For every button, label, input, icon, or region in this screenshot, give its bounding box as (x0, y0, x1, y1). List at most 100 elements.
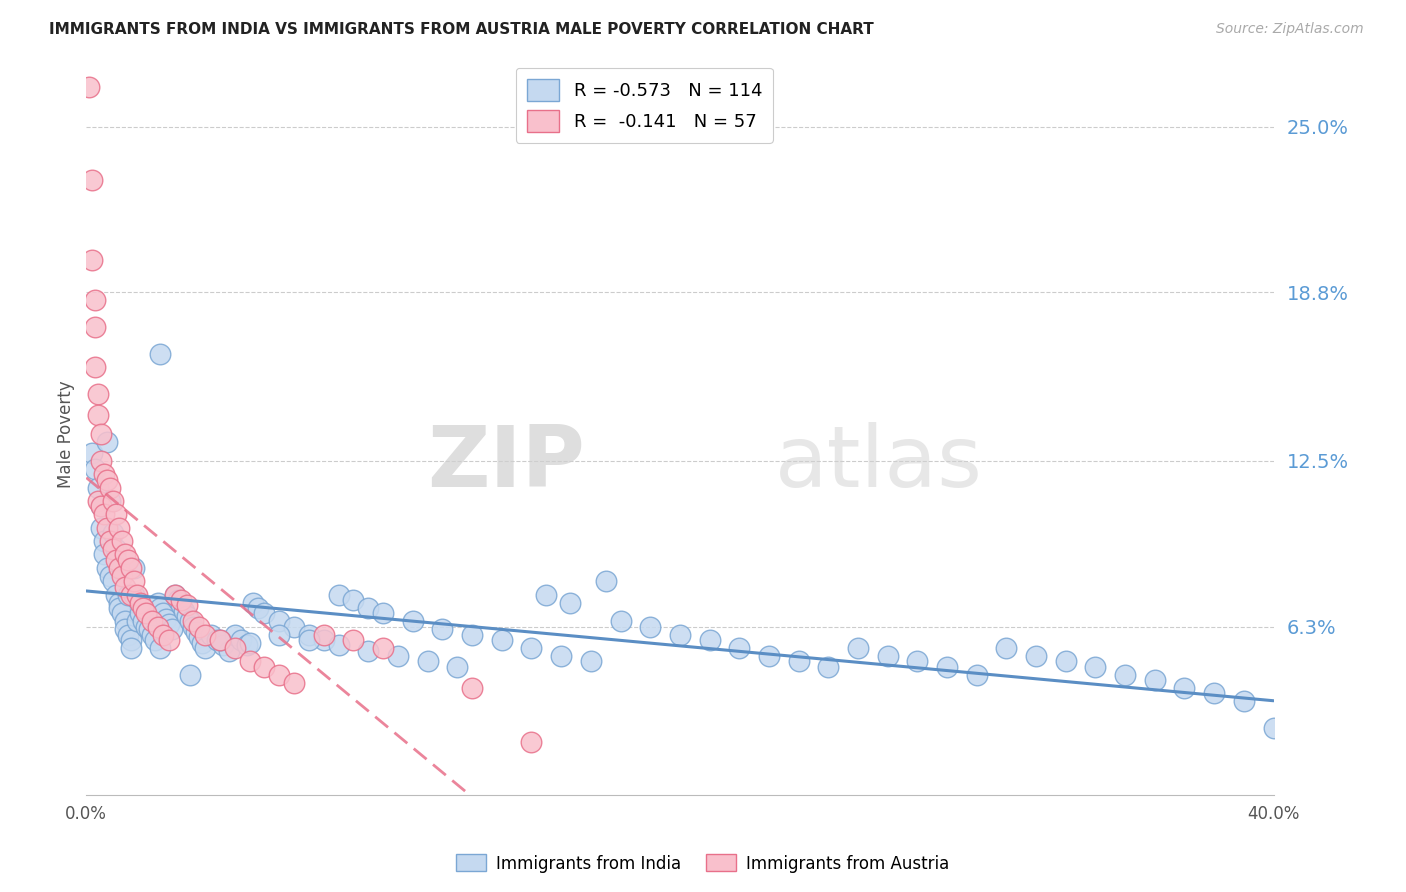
Point (108, 561, 131, 575)
Point (638, 620, 661, 634)
Point (699, 632, 721, 647)
Point (165, 588, 187, 602)
Point (283, 675, 305, 690)
Point (242, 596, 264, 610)
Point (77, 79, 100, 94)
Point (536, 588, 558, 602)
Point (188, 620, 211, 634)
Point (93, 548, 115, 562)
Point (98, 569, 121, 583)
Point (128, 596, 150, 610)
Point (93, 508, 115, 522)
Legend: Immigrants from India, Immigrants from Austria: Immigrants from India, Immigrants from A… (450, 847, 956, 880)
Point (96, 473, 118, 487)
Point (98, 534, 121, 549)
Point (114, 580, 136, 594)
Point (101, 542, 124, 557)
Point (135, 620, 157, 634)
Point (1084, 659, 1107, 673)
Point (550, 648, 572, 663)
Point (87, 494, 110, 508)
Point (141, 615, 163, 629)
Point (170, 593, 193, 607)
Point (104, 508, 127, 522)
Point (117, 627, 139, 641)
Point (90, 454, 112, 468)
Point (162, 623, 184, 637)
Point (1114, 667, 1136, 681)
Point (1054, 654, 1077, 668)
Point (1233, 694, 1256, 708)
Point (238, 654, 260, 668)
Point (143, 632, 166, 647)
Point (111, 561, 134, 575)
Point (229, 632, 252, 647)
Point (298, 627, 321, 641)
Point (173, 604, 195, 618)
Point (446, 659, 468, 673)
Point (165, 588, 187, 602)
Point (269, 627, 291, 641)
Point (609, 615, 631, 629)
Point (120, 640, 142, 655)
Point (122, 561, 145, 575)
Point (93, 534, 115, 549)
Point (155, 612, 177, 626)
Point (1025, 648, 1047, 663)
Point (461, 627, 484, 641)
Point (669, 627, 692, 641)
Point (90, 500, 112, 514)
Text: IMMIGRANTS FROM INDIA VS IMMIGRANTS FROM AUSTRIA MALE POVERTY CORRELATION CHART: IMMIGRANTS FROM INDIA VS IMMIGRANTS FROM… (49, 22, 875, 37)
Point (179, 615, 201, 629)
Point (84, 360, 107, 375)
Point (995, 640, 1018, 655)
Point (120, 561, 142, 575)
Point (108, 521, 131, 535)
Point (200, 627, 222, 641)
Point (876, 648, 898, 663)
Text: Source: ZipAtlas.com: Source: ZipAtlas.com (1216, 22, 1364, 37)
Point (817, 659, 839, 673)
Point (432, 623, 454, 637)
Point (101, 526, 124, 541)
Point (108, 596, 131, 610)
Point (342, 593, 364, 607)
Point (936, 659, 959, 673)
Point (90, 500, 112, 514)
Point (87, 481, 110, 495)
Point (101, 574, 124, 589)
Point (966, 667, 988, 681)
Point (179, 667, 201, 681)
Point (111, 569, 134, 583)
Point (253, 659, 276, 673)
Point (84, 293, 107, 308)
Point (149, 601, 172, 615)
Point (283, 620, 305, 634)
Point (269, 615, 291, 629)
Point (208, 632, 231, 647)
Point (416, 654, 439, 668)
Point (181, 620, 204, 634)
Point (152, 627, 174, 641)
Point (146, 596, 169, 610)
Point (728, 640, 751, 655)
Point (247, 601, 270, 615)
Point (125, 615, 148, 629)
Point (191, 635, 214, 649)
Point (170, 599, 193, 613)
Point (342, 632, 364, 647)
Point (167, 593, 190, 607)
Point (905, 654, 928, 668)
Point (176, 599, 198, 613)
Point (84, 462, 107, 476)
Point (184, 625, 207, 640)
Point (520, 640, 543, 655)
Point (579, 654, 602, 668)
Point (787, 654, 810, 668)
Point (595, 574, 617, 589)
Point (758, 648, 780, 663)
Point (96, 561, 118, 575)
Point (146, 620, 169, 634)
Point (1143, 673, 1166, 687)
Point (122, 574, 145, 589)
